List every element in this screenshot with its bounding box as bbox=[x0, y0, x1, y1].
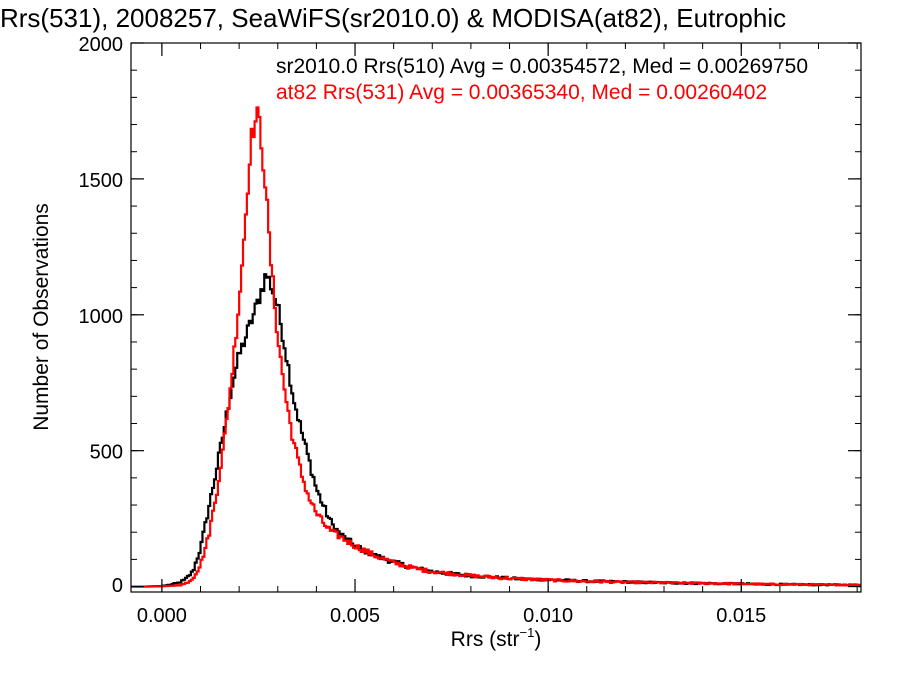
x-tick-label: 0.000 bbox=[137, 605, 187, 627]
tick-layer: 0.000 0.005 0.010 0.015 0 500 1000 1500 2000 bbox=[79, 34, 861, 627]
y-tick-label: 500 bbox=[90, 442, 123, 464]
legend-entry-at82: at82 Rrs(531) Avg = 0.00365340, Med = 0.… bbox=[276, 81, 767, 104]
y-tick-label: 1000 bbox=[79, 306, 124, 328]
y-tick-label: 2000 bbox=[79, 34, 124, 56]
x-axis-title-close: ) bbox=[534, 628, 541, 651]
y-tick-label: 0 bbox=[112, 575, 123, 597]
y-tick-label: 1500 bbox=[79, 170, 124, 192]
plot-frame bbox=[130, 42, 862, 593]
x-axis-title-main: Rrs (str bbox=[451, 628, 520, 651]
x-axis-title-sup: −1 bbox=[520, 625, 535, 640]
series-layer bbox=[131, 106, 861, 588]
chart-title: Rrs(531), 2008257, SeaWiFS(sr2010.0) & M… bbox=[0, 3, 786, 33]
x-axis-title: Rrs (str−1) bbox=[451, 625, 542, 651]
y-axis-title: Number of Observations bbox=[30, 203, 53, 431]
x-tick-label: 0.005 bbox=[330, 605, 380, 627]
x-tick-label: 0.015 bbox=[716, 605, 766, 627]
series-line-sr2010 bbox=[131, 273, 861, 588]
legend-entry-sr2010: sr2010.0 Rrs(510) Avg = 0.00354572, Med … bbox=[276, 55, 808, 78]
series-line-at82 bbox=[131, 106, 861, 588]
x-tick-label: 0.010 bbox=[523, 605, 573, 627]
